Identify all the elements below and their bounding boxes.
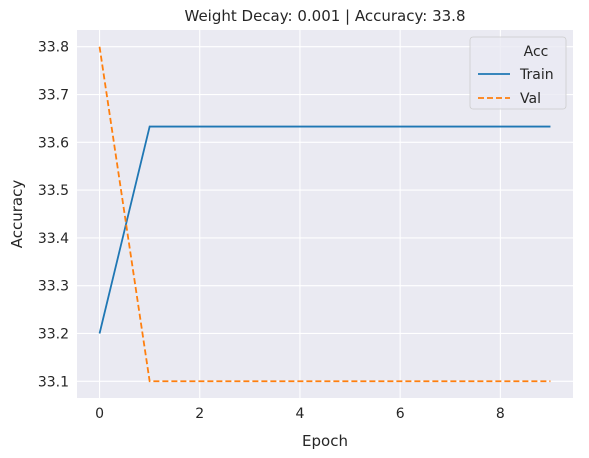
grid-lines xyxy=(77,30,573,398)
y-axis-label: Accuracy xyxy=(8,180,26,249)
series-line-train xyxy=(98,125,551,334)
y-tick-label: 33.8 xyxy=(38,40,69,56)
x-tick-label: 2 xyxy=(195,406,204,422)
legend-title: Acc xyxy=(524,44,549,60)
x-axis-label: Epoch xyxy=(302,432,348,450)
y-tick-label: 33.5 xyxy=(38,183,69,199)
x-tick-label: 6 xyxy=(396,406,405,422)
legend-box xyxy=(469,36,567,110)
legend: Acc Train Val xyxy=(469,36,567,110)
legend-label-val: Val xyxy=(520,91,541,107)
series-line-val xyxy=(98,46,551,383)
y-tick-label: 33.2 xyxy=(38,326,69,342)
y-tick-label: 33.4 xyxy=(38,231,69,247)
y-tick-label: 33.1 xyxy=(38,374,69,390)
x-tick-label: 8 xyxy=(496,406,505,422)
chart-title: Weight Decay: 0.001 | Accuracy: 33.8 xyxy=(185,7,466,25)
y-tick-label: 33.3 xyxy=(38,279,69,295)
series-lines xyxy=(98,46,551,383)
y-tick-label: 33.7 xyxy=(38,88,69,104)
axis-ticks: 0 2 4 6 8 33.1 33.2 33.3 33.4 33.5 33.6 33.7 33.8 xyxy=(38,40,505,422)
x-tick-label: 4 xyxy=(295,406,304,422)
x-tick-label: 0 xyxy=(95,406,104,422)
legend-label-train: Train xyxy=(519,67,554,83)
y-tick-label: 33.6 xyxy=(38,135,69,151)
